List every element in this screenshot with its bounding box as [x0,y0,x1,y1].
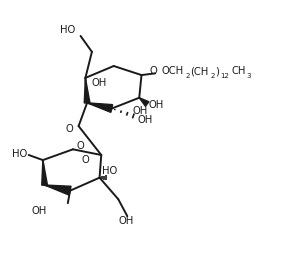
Polygon shape [84,78,90,103]
Text: O: O [65,125,73,134]
Text: HO: HO [12,149,27,159]
Text: 2: 2 [185,73,190,79]
Text: (CH: (CH [190,66,208,76]
Text: O: O [149,66,157,76]
Text: OH: OH [32,206,47,215]
Text: OH: OH [118,216,134,226]
Polygon shape [45,185,71,195]
Text: 2: 2 [211,73,215,79]
Text: ): ) [215,66,219,76]
Text: OH: OH [148,100,164,110]
Text: HO: HO [102,166,117,176]
Text: 12: 12 [220,73,230,79]
Polygon shape [87,103,112,112]
Text: OCH: OCH [162,66,184,76]
Text: O: O [82,155,89,165]
Polygon shape [42,160,47,185]
Text: OH: OH [132,106,148,116]
Text: OH: OH [137,115,152,125]
Text: O: O [77,141,84,152]
Text: 3: 3 [246,73,251,79]
Text: HO: HO [60,25,75,35]
Text: CH: CH [231,66,246,76]
Text: OH: OH [91,78,106,88]
Polygon shape [139,98,149,106]
